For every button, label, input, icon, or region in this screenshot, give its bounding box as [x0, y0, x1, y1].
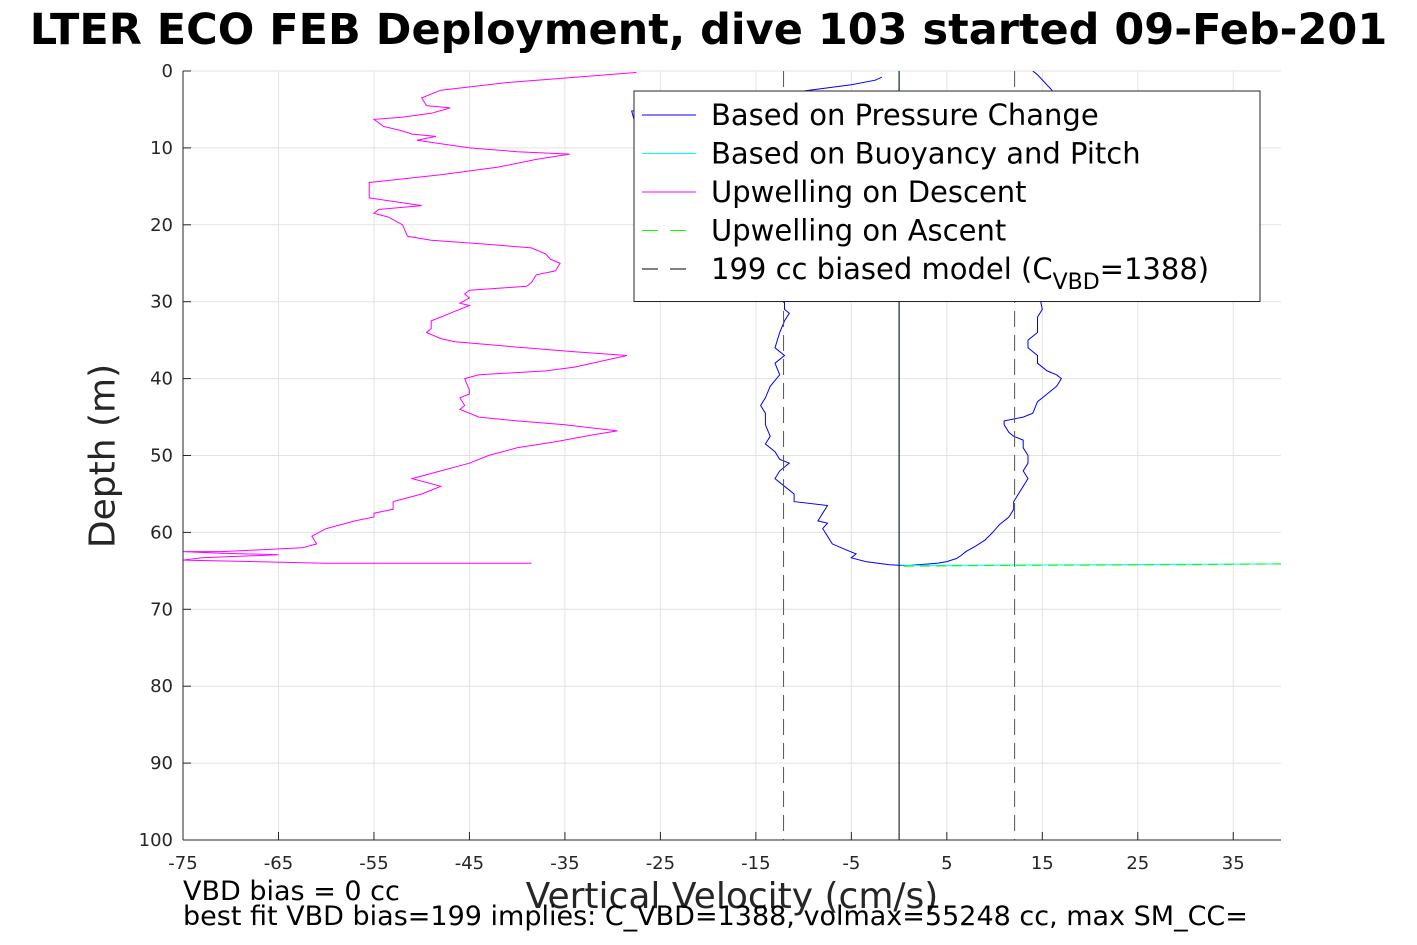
- best-fit-note: best fit VBD bias=199 implies: C_VBD=138…: [183, 901, 1248, 932]
- y-tick-label: 80: [150, 676, 173, 697]
- y-axis-label: Depth (m): [82, 363, 124, 549]
- x-tick-label: -55: [359, 853, 388, 874]
- legend: Based on Pressure Change Based on Buoyanc…: [633, 90, 1261, 302]
- y-tick-label: 10: [150, 138, 173, 159]
- series-line-3: [903, 563, 1281, 567]
- chart-title: LTER ECO FEB Deployment, dive 103 starte…: [29, 5, 1388, 55]
- legend-label-1: Based on Buoyancy and Pitch: [711, 137, 1141, 171]
- x-tick-label: -5: [842, 853, 860, 874]
- legend-label-suffix: =1388): [1100, 252, 1209, 286]
- y-tick-label: 20: [150, 215, 173, 236]
- y-tick-label: 30: [150, 292, 173, 313]
- x-tick-label: 25: [1126, 853, 1149, 874]
- vbd-bias-note: VBD bias = 0 cc: [183, 876, 400, 907]
- y-tick-label: 60: [150, 522, 173, 543]
- x-tick-label: 5: [941, 853, 952, 874]
- y-tick-label: 100: [139, 830, 173, 851]
- axes: -75 -65 -55 -45 -35 -25 -15 -5 5 15 25 350102030405…: [139, 61, 1281, 874]
- x-tick-label: 35: [1222, 853, 1245, 874]
- series-line-2: [183, 72, 637, 564]
- x-tick-label: 15: [1031, 853, 1054, 874]
- x-axis-label: Vertical Velocity (cm/s): [525, 876, 939, 917]
- y-tick-label: 70: [150, 599, 173, 620]
- legend-label-2: Upwelling on Descent: [711, 175, 1027, 209]
- x-tick-label: -25: [646, 853, 675, 874]
- y-tick-label: 40: [150, 369, 173, 390]
- legend-label-3: Upwelling on Ascent: [711, 214, 1006, 248]
- legend-label-subscript: VBD: [1053, 270, 1100, 295]
- y-tick-label: 0: [162, 61, 173, 82]
- legend-label-0: Based on Pressure Change: [711, 98, 1099, 132]
- y-tick-label: 90: [150, 753, 173, 774]
- y-tick-label: 50: [150, 446, 173, 467]
- legend-box: [633, 90, 1261, 302]
- x-tick-label: -45: [455, 853, 484, 874]
- x-tick-label: -35: [550, 853, 579, 874]
- x-tick-label: -65: [264, 853, 293, 874]
- x-tick-label: -75: [168, 853, 197, 874]
- x-tick-label: -15: [741, 853, 770, 874]
